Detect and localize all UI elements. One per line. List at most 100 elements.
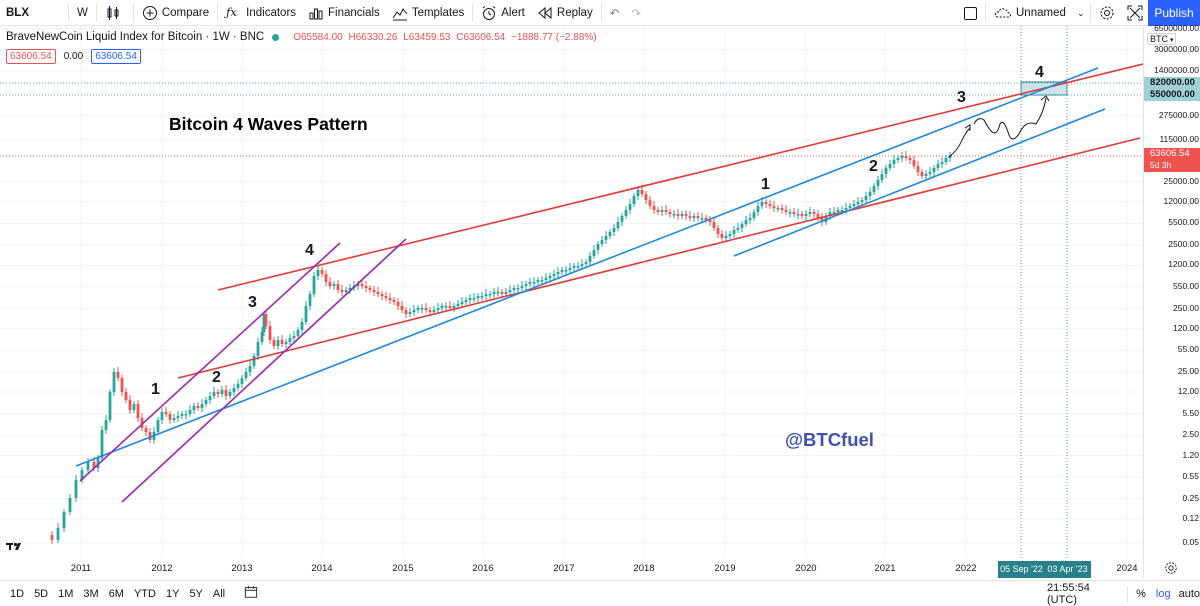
replay-button[interactable]: Replay	[531, 0, 599, 26]
candle-body	[204, 400, 208, 404]
expand-button[interactable]	[1121, 0, 1149, 26]
range-button[interactable]: 1D	[10, 587, 25, 600]
auto-toggle[interactable]: auto	[1178, 588, 1200, 600]
range-button[interactable]: 1Y	[165, 587, 180, 600]
range-button[interactable]: 5D	[34, 587, 49, 600]
layout-menu-button[interactable]: Unnamed	[988, 0, 1074, 26]
blue-channel-upper[interactable]	[75, 67, 1099, 467]
candle-body	[656, 210, 660, 212]
range-button[interactable]: 5Y	[189, 587, 203, 600]
settings-button[interactable]	[1093, 0, 1121, 26]
time-label: 2018	[633, 563, 655, 574]
percent-toggle[interactable]: %	[1136, 588, 1146, 600]
time-label: 2017	[553, 563, 575, 574]
candle-body	[244, 372, 248, 378]
undo-button[interactable]: ↶	[604, 0, 626, 26]
fullscreen-toggle[interactable]	[958, 0, 983, 26]
symbol-title[interactable]: BraveNewCoin Liquid Index for Bitcoin · …	[6, 31, 265, 43]
log-toggle[interactable]: log	[1155, 588, 1171, 600]
wave-label-4[interactable]: 4	[1035, 64, 1044, 81]
bid-tag[interactable]: 63606.54	[6, 49, 56, 64]
candle-body	[236, 384, 240, 388]
symbol-search-button[interactable]: BLX	[6, 6, 29, 19]
chart-style-button[interactable]	[99, 0, 131, 26]
toolbar-divider	[600, 3, 602, 22]
financials-button[interactable]: Financials	[302, 0, 386, 26]
range-end-badge: 03 Apr '23	[1044, 561, 1091, 578]
wave-label-1[interactable]: 1	[151, 381, 160, 398]
wave-label-1[interactable]: 1	[761, 176, 770, 193]
candle-body	[392, 300, 396, 302]
red-channel-lower[interactable]	[177, 137, 1141, 379]
candle-body	[684, 214, 688, 216]
range-button[interactable]: 6M	[108, 587, 124, 600]
candle-body	[608, 232, 612, 236]
candle-body	[720, 234, 724, 238]
candle-body	[908, 158, 912, 160]
purple-channel-lower[interactable]	[121, 238, 407, 503]
currency-label: BTC	[1150, 34, 1168, 44]
candle-body	[772, 206, 776, 208]
compare-button[interactable]: Compare	[136, 0, 215, 26]
layout-chevron[interactable]: ⌄	[1074, 0, 1088, 26]
candle-body	[388, 298, 392, 300]
candle-body	[260, 332, 264, 342]
candle-body	[68, 498, 72, 512]
headline-text[interactable]: Bitcoin 4 Waves Pattern	[169, 114, 368, 134]
interval-button[interactable]: W	[77, 6, 88, 19]
projection-path[interactable]	[948, 97, 1047, 158]
utc-clock[interactable]: 21:55:54 (UTC)	[1047, 582, 1090, 606]
candle-body	[584, 262, 588, 264]
handle-text[interactable]: @BTCfuel	[785, 429, 874, 450]
wave-label-4[interactable]: 4	[305, 242, 314, 259]
candle-body	[896, 158, 900, 160]
candle-body	[920, 172, 924, 176]
wave-label-3[interactable]: 3	[248, 294, 257, 311]
blue-channel-lower[interactable]	[733, 108, 1106, 257]
alert-button[interactable]: Alert	[475, 0, 531, 26]
candle-body	[252, 356, 256, 366]
candle-body	[192, 406, 196, 410]
publish-button[interactable]: Publish	[1148, 0, 1200, 26]
templates-button[interactable]: Templates	[386, 0, 470, 26]
candle-body	[552, 274, 556, 276]
gear-icon	[1165, 562, 1177, 574]
wave-label-2[interactable]: 2	[212, 369, 221, 386]
candle-body	[376, 292, 380, 294]
range-button[interactable]: 1M	[58, 587, 74, 600]
purple-channel-upper[interactable]	[79, 242, 341, 482]
candle-body	[220, 390, 224, 394]
wave-label-3[interactable]: 3	[957, 89, 966, 106]
candle-body	[172, 418, 176, 420]
red-channel-upper[interactable]	[217, 63, 1143, 291]
currency-selector[interactable]: BTC ▾	[1147, 33, 1177, 45]
candle-body	[96, 458, 100, 468]
range-button[interactable]: 3M	[83, 587, 99, 600]
ask-tag[interactable]: 63606.54	[91, 49, 141, 64]
candle-body	[412, 310, 416, 312]
alarm-clock-icon	[482, 5, 496, 20]
time-axis[interactable]: 2011 2012 2013 2014 2015 2016 2017 2018 2019 2020…	[0, 558, 1143, 578]
candle-body	[356, 284, 360, 286]
price-chart[interactable]	[0, 0, 1200, 580]
range-button[interactable]: All	[212, 587, 226, 600]
axis-settings-button[interactable]	[1164, 561, 1178, 578]
candle-body	[532, 282, 536, 284]
candle-body	[104, 420, 108, 430]
wave-label-2[interactable]: 2	[869, 158, 878, 175]
candle-body	[484, 294, 488, 296]
candle-body	[760, 202, 764, 206]
go-to-date-button[interactable]	[244, 585, 258, 602]
trendlines[interactable]	[75, 63, 1143, 503]
candle-body	[256, 342, 260, 356]
range-button[interactable]: YTD	[133, 587, 156, 600]
candle-body	[804, 214, 808, 216]
price-tick-label: 0.25	[1182, 492, 1199, 503]
indicators-button[interactable]: ƒx Indicators	[220, 0, 302, 26]
price-tick-label: 120.00	[1173, 322, 1199, 333]
redo-button[interactable]: ↷	[625, 0, 647, 26]
candle-body	[744, 220, 748, 224]
open-value: O65584.00	[293, 31, 343, 43]
price-scale[interactable]: BTC ▾ 6500000.00 3000000.00 1400000.00 2750…	[1143, 23, 1200, 578]
toolbar-right-group: Unnamed ⌄	[958, 0, 1177, 26]
